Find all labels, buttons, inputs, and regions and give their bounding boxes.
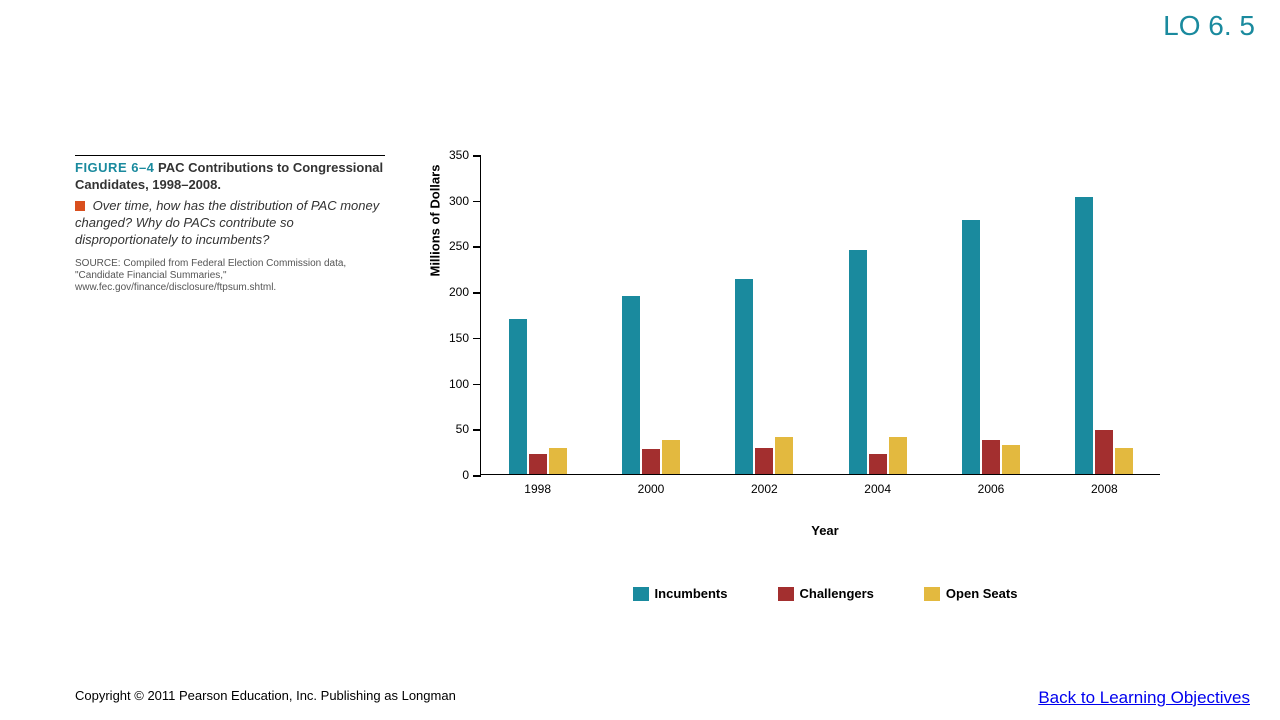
legend-swatch (778, 587, 794, 601)
y-tick (473, 246, 481, 248)
caption-divider (75, 155, 385, 156)
legend-item: Challengers (778, 586, 874, 601)
legend-item: Incumbents (633, 586, 728, 601)
y-tick (473, 155, 481, 157)
caption-source: SOURCE: Compiled from Federal Election C… (75, 258, 385, 294)
legend-item: Open Seats (924, 586, 1018, 601)
bar (735, 279, 753, 474)
x-tick-label: 2000 (638, 482, 665, 496)
bar (1095, 430, 1113, 474)
legend-swatch (924, 587, 940, 601)
y-tick (473, 201, 481, 203)
y-tick-label: 150 (449, 331, 469, 345)
x-axis-label: Year (480, 523, 1170, 538)
question-text: Over time, how has the distribution of P… (75, 198, 379, 247)
bar (509, 319, 527, 474)
bar (1115, 448, 1133, 474)
y-tick-label: 50 (456, 422, 469, 436)
bar (642, 449, 660, 474)
bar (549, 448, 567, 474)
x-tick-label: 2002 (751, 482, 778, 496)
y-tick-label: 250 (449, 239, 469, 253)
y-tick-label: 100 (449, 377, 469, 391)
legend-label: Challengers (800, 586, 874, 601)
caption-title-line: FIGURE 6–4 PAC Contributions to Congress… (75, 160, 385, 194)
bar (962, 220, 980, 474)
y-tick-label: 200 (449, 285, 469, 299)
bar (869, 454, 887, 474)
bar (662, 440, 680, 474)
bar (849, 250, 867, 474)
legend-swatch (633, 587, 649, 601)
bar (982, 440, 1000, 474)
legend-label: Incumbents (655, 586, 728, 601)
bar (529, 454, 547, 474)
back-to-objectives-link[interactable]: Back to Learning Objectives (1038, 688, 1250, 708)
bar-group (509, 319, 567, 474)
bar-group (962, 220, 1020, 474)
figure-caption: FIGURE 6–4 PAC Contributions to Congress… (75, 155, 385, 294)
copyright-text: Copyright © 2011 Pearson Education, Inc.… (75, 688, 456, 708)
bar-group (849, 250, 907, 474)
bar-group (1075, 197, 1133, 474)
figure-number: FIGURE 6–4 (75, 160, 154, 175)
x-tick-label: 2006 (978, 482, 1005, 496)
y-tick (473, 384, 481, 386)
y-tick-label: 0 (462, 468, 469, 482)
y-tick-label: 350 (449, 148, 469, 162)
learning-objective-label: LO 6. 5 (1163, 10, 1255, 42)
y-tick (473, 338, 481, 340)
bar (889, 437, 907, 474)
y-tick (473, 429, 481, 431)
bar (755, 448, 773, 474)
page-footer: Copyright © 2011 Pearson Education, Inc.… (0, 688, 1280, 708)
bar (1002, 445, 1020, 474)
bar-chart: Millions of Dollars 05010015020025030035… (430, 155, 1170, 604)
x-tick-label: 2008 (1091, 482, 1118, 496)
caption-question: Over time, how has the distribution of P… (75, 198, 385, 249)
y-tick (473, 475, 481, 477)
y-tick-label: 300 (449, 194, 469, 208)
x-tick-label: 2004 (864, 482, 891, 496)
bar (622, 296, 640, 474)
y-tick (473, 292, 481, 294)
legend-label: Open Seats (946, 586, 1018, 601)
y-axis-label: Millions of Dollars (428, 165, 443, 277)
bar-group (735, 279, 793, 474)
chart-legend: Incumbents Challengers Open Seats (480, 586, 1170, 604)
x-tick-label: 1998 (524, 482, 551, 496)
bar-group (622, 296, 680, 474)
bar (775, 437, 793, 474)
bar (1075, 197, 1093, 474)
chart-plot-area: 0501001502002503003501998200020022004200… (480, 155, 1160, 475)
question-bullet-icon (75, 201, 85, 211)
